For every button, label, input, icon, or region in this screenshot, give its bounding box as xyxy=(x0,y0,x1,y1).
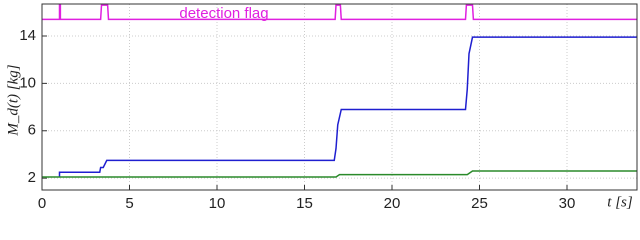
series-line xyxy=(58,36,637,177)
y-tick-label: 14 xyxy=(19,27,36,44)
x-tick-label: 0 xyxy=(38,195,46,212)
x-tick-label: 20 xyxy=(384,195,401,212)
x-tick-label: 25 xyxy=(471,195,488,212)
series-line xyxy=(42,4,637,21)
plot-frame xyxy=(41,3,638,191)
chart: M_d(t) [kg] t [s] 0 5 10 15 20 25 30 2 6 10 14 dete… xyxy=(5,3,638,212)
x-tick-label: 30 xyxy=(559,195,576,212)
y-tick-label: 2 xyxy=(28,169,36,186)
y-tick-label: 10 xyxy=(19,74,36,91)
y-axis-label: M_d(t) [kg] xyxy=(5,64,21,136)
x-tick-label: 5 xyxy=(125,195,133,212)
annotation: detection flag xyxy=(179,5,268,22)
x-tick-label: 15 xyxy=(296,195,313,212)
y-tick-label: 6 xyxy=(28,122,36,139)
plot-area xyxy=(42,4,637,190)
series-line xyxy=(42,170,637,178)
x-tick-label: 10 xyxy=(209,195,226,212)
x-axis-label: t [s] xyxy=(607,194,633,210)
